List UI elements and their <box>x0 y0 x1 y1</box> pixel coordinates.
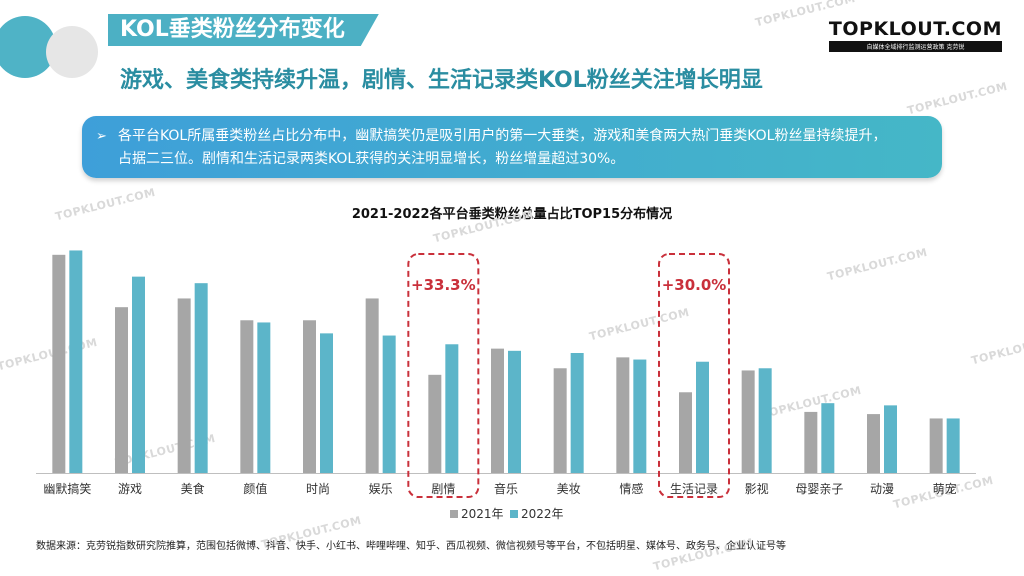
data-source-note: 数据来源：克劳锐指数研究院推算，范围包括微博、抖音、快手、小红书、哔哩哔哩、知乎… <box>36 541 786 552</box>
x-tick-label: 动漫 <box>870 482 894 496</box>
x-tick-label: 游戏 <box>118 482 142 496</box>
bar-2022 <box>257 322 271 473</box>
brand-name: TOPKLOUT.COM <box>828 18 1002 40</box>
bar-2022 <box>132 276 145 473</box>
legend-label: 2022年 <box>521 507 564 521</box>
bar-2022 <box>696 361 709 473</box>
bar-2021 <box>240 320 254 473</box>
bar-2021 <box>365 298 379 473</box>
page-headline: 游戏、美食类持续升温，剧情、生活记录类KOL粉丝关注增长明显 <box>120 68 763 93</box>
bar-2022 <box>884 405 897 473</box>
x-tick-label: 生活记录 <box>670 482 718 496</box>
bar-2022 <box>633 359 647 473</box>
legend-swatch <box>510 510 518 518</box>
highlight-box <box>407 253 480 498</box>
x-tick-label: 影视 <box>745 481 769 496</box>
bar-2022 <box>320 333 333 473</box>
bar-2021 <box>616 357 630 473</box>
highlight-box <box>658 253 730 498</box>
x-tick-label: 美妆 <box>557 482 581 496</box>
summary-line-2: 占据二三位。剧情和生活记录两类KOL获得的关注明显增长，粉丝增量超过30%。 <box>118 151 625 167</box>
bar-2022 <box>821 403 835 473</box>
chart-title: 2021-2022各平台垂类粉丝总量占比TOP15分布情况 <box>351 207 673 222</box>
legend-swatch <box>450 510 458 518</box>
bullet-arrow-icon: ➢ <box>96 129 107 144</box>
bar-2021 <box>52 254 66 473</box>
summary-box: ➢ 各平台KOL所属垂类粉丝占比分布中，幽默搞笑仍是吸引用户的第一大垂类，游戏和… <box>82 116 942 178</box>
section-tag: KOL垂类粉丝分布变化 <box>108 14 379 46</box>
bar-2021 <box>804 411 818 473</box>
bar-2021 <box>929 418 943 473</box>
bar-2022 <box>382 335 396 473</box>
bar-2021 <box>553 368 567 473</box>
brand-tagline: 自媒体全域排行监测运营政策 克劳锐 <box>828 41 1002 52</box>
bar-2022 <box>69 250 83 473</box>
bar-2022 <box>570 353 584 473</box>
summary-line-1: 各平台KOL所属垂类粉丝占比分布中，幽默搞笑仍是吸引用户的第一大垂类，游戏和美食… <box>118 128 887 144</box>
growth-annotation: +33.3% <box>411 276 476 294</box>
x-tick-label: 娱乐 <box>369 482 393 496</box>
decor-circle-grey <box>46 26 98 78</box>
x-tick-label: 美食 <box>181 481 205 496</box>
x-tick-label: 母婴亲子 <box>795 482 843 496</box>
legend-label: 2021年 <box>461 507 504 521</box>
x-tick-label: 剧情 <box>431 482 455 496</box>
bar-2022 <box>445 344 459 473</box>
bar-2021 <box>491 348 504 473</box>
bar-2021 <box>115 307 128 473</box>
brand-logo: TOPKLOUT.COM 自媒体全域排行监测运营政策 克劳锐 <box>828 18 1002 52</box>
bar-2022 <box>758 368 772 473</box>
growth-annotation: +30.0% <box>662 276 727 294</box>
bar-2021 <box>741 370 755 473</box>
bar-2021 <box>679 392 692 473</box>
bar-2021 <box>867 414 880 473</box>
x-tick-label: 音乐 <box>494 481 518 496</box>
bar-2022 <box>508 350 521 473</box>
x-tick-label: 时尚 <box>306 482 330 496</box>
bar-2022 <box>946 418 960 473</box>
bar-2021 <box>428 374 442 473</box>
x-tick-label: 幽默搞笑 <box>43 481 91 496</box>
x-tick-label: 情感 <box>619 481 643 496</box>
bar-2022 <box>194 283 208 473</box>
bar-2021 <box>303 320 316 473</box>
bar-2021 <box>177 298 191 473</box>
x-tick-label: 颜值 <box>243 481 267 496</box>
x-tick-label: 萌宠 <box>933 481 957 496</box>
